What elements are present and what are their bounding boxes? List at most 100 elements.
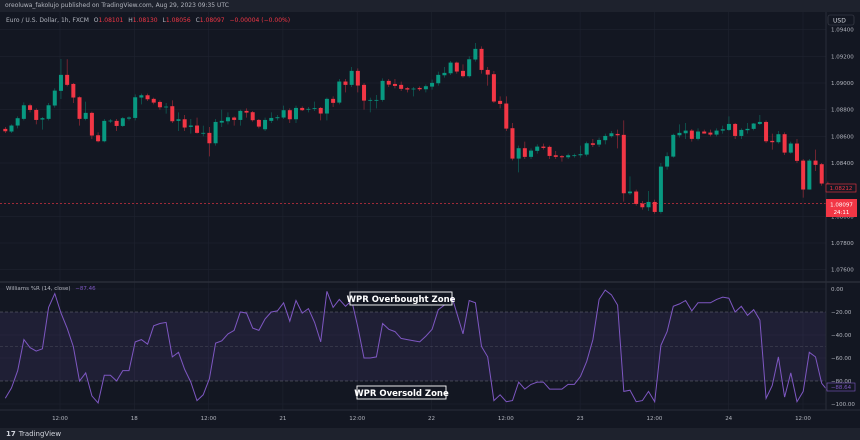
chart-svg[interactable]: 1.09400 1.09200 1.09000 1.08800 1.08600 1.084… [0, 12, 860, 428]
candle-body [293, 107, 298, 120]
time-tick-label: 12:00 [498, 416, 514, 422]
candle-body [355, 70, 360, 86]
candle-body [164, 106, 169, 108]
candle [813, 149, 818, 171]
candle [349, 67, 354, 87]
chart-area[interactable]: 1.09400 1.09200 1.09000 1.08800 1.08600 1.084… [0, 12, 860, 428]
candle-body [331, 98, 336, 103]
candle [256, 118, 261, 129]
candle-body [627, 191, 632, 194]
candle [535, 144, 540, 154]
candle [491, 71, 496, 103]
candle [566, 153, 571, 159]
candle [621, 120, 626, 202]
candle-body [3, 128, 8, 132]
candle [640, 200, 645, 210]
candle-body [764, 121, 769, 142]
candle-body [188, 125, 193, 127]
candle-body [207, 132, 212, 144]
current-price-label-box [826, 199, 857, 217]
candle-body [454, 62, 459, 72]
candle [411, 86, 416, 97]
candle-body [362, 84, 367, 101]
candle-body [386, 80, 391, 85]
candle-body [751, 123, 756, 129]
candle [510, 122, 515, 161]
tradingview-logo[interactable]: 17 TradingView [6, 430, 61, 438]
wpr-tick-label: −80.00 [831, 379, 852, 385]
candle [52, 88, 57, 108]
current-price-label: 1.08097 [830, 203, 853, 209]
candle [71, 83, 76, 103]
candle-body [590, 143, 595, 145]
candle-body [238, 110, 243, 120]
time-tick-label: 12:00 [52, 416, 68, 422]
candle [597, 137, 602, 147]
candle-body [71, 83, 76, 98]
candle-body [733, 123, 738, 136]
candle [380, 78, 385, 102]
candle-body [547, 146, 552, 156]
symbol-legend[interactable]: Euro / U.S. Dollar, 1h, FXCM O1.08101 H1… [6, 17, 290, 24]
price-tick-label: 1.09200 [831, 54, 854, 60]
candle [263, 117, 268, 131]
candle-body [380, 80, 385, 100]
candle [473, 43, 478, 62]
candle-body [782, 134, 787, 153]
candle-body [77, 97, 82, 119]
candle [559, 154, 564, 162]
candle-body [603, 135, 608, 141]
candle-body [801, 160, 806, 190]
candle [572, 153, 577, 158]
candle-body [516, 148, 521, 159]
candle [485, 67, 490, 86]
candle [269, 112, 274, 123]
candle-body [46, 105, 51, 119]
candle [683, 122, 688, 139]
candle-body [677, 132, 682, 136]
candle [522, 141, 527, 159]
candle-body [21, 105, 26, 119]
currency-button[interactable] [827, 14, 855, 26]
candle [436, 71, 441, 86]
candle [726, 116, 731, 131]
time-tick-label: 12:00 [349, 416, 365, 422]
candle-body [40, 118, 45, 120]
candle [677, 124, 682, 138]
candle [176, 112, 181, 131]
candle [207, 126, 212, 157]
footer-bar: 17 TradingView [0, 428, 860, 440]
candle [34, 108, 39, 125]
candle-body [96, 135, 101, 142]
candle-body [813, 160, 818, 165]
oversold-annotation-box[interactable] [356, 385, 447, 400]
candle [374, 94, 379, 109]
candle-body [566, 155, 571, 158]
candle [40, 116, 45, 130]
candle [757, 114, 762, 125]
candle [708, 129, 713, 137]
candle [529, 148, 534, 159]
candle-body [584, 143, 589, 155]
candle [201, 125, 206, 137]
candle-body [683, 130, 688, 134]
candle-body [745, 128, 750, 131]
candle [733, 122, 738, 139]
time-tick-label: 24 [725, 416, 732, 422]
candle-body [392, 83, 397, 86]
candle [627, 176, 632, 195]
candle [578, 145, 583, 158]
wpr-legend[interactable]: Williams %R (14, close) −87.46 [6, 286, 96, 292]
candle [689, 128, 694, 142]
candle-body [467, 59, 472, 77]
candle [504, 96, 509, 131]
candle [547, 145, 552, 159]
candle [368, 97, 373, 113]
overbought-annotation-box[interactable] [349, 291, 453, 306]
price-tick-label: 1.08600 [831, 134, 854, 140]
candle-body [399, 84, 404, 89]
candle-body [120, 118, 125, 126]
candle [430, 79, 435, 90]
wpr-last-label: −88.64 [831, 385, 852, 391]
tv-logo-icon: 17 [6, 430, 16, 438]
